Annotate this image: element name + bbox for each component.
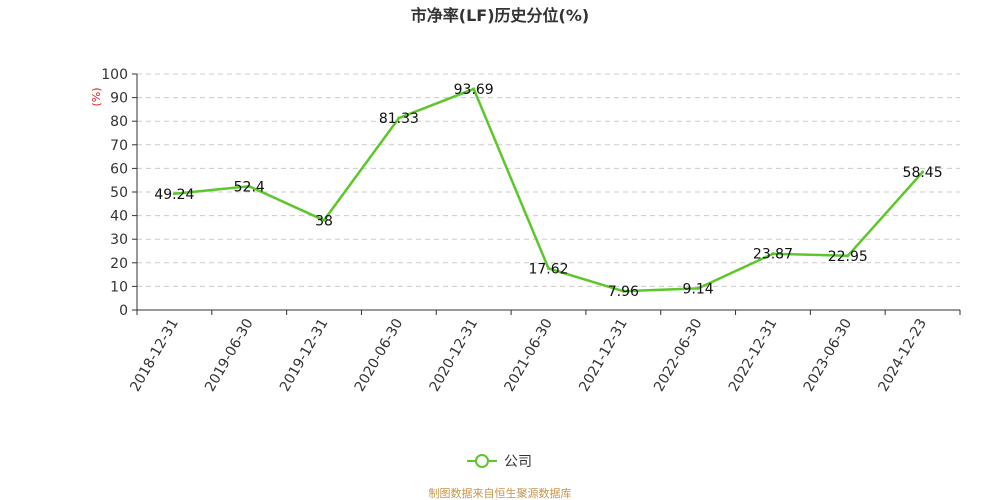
x-tick-label: 2018-12-31 <box>127 316 182 394</box>
data-point[interactable] <box>247 184 251 188</box>
x-tick-label: 2022-12-31 <box>726 316 781 394</box>
data-label: 22.95 <box>828 249 868 265</box>
x-axis-ticks: 2018-12-31 2019-06-30 2019-12-31 2020-06-30… <box>127 310 961 394</box>
data-label: 49.24 <box>154 187 194 203</box>
y-tick-label: 10 <box>110 279 128 295</box>
y-tick-label: 50 <box>110 185 128 201</box>
x-tick-label: 2024-12-23 <box>876 316 931 394</box>
chart-title: 市净率(LF)历史分位(%) <box>411 6 589 25</box>
y-tick-label: 100 <box>101 67 128 83</box>
data-point[interactable] <box>846 254 850 258</box>
series <box>172 87 925 293</box>
data-point[interactable] <box>172 192 176 196</box>
data-label: 23.87 <box>753 247 793 263</box>
y-tick-label: 30 <box>110 232 128 248</box>
data-label: 93.69 <box>454 82 494 98</box>
y-tick-label: 0 <box>119 303 128 319</box>
data-label: 38 <box>315 213 333 229</box>
data-point[interactable] <box>771 252 775 256</box>
x-tick-label: 2021-06-30 <box>501 316 556 394</box>
x-tick-label: 2021-12-31 <box>576 316 631 394</box>
data-labels: 49.24 52.4 38 81.33 93.69 17.62 7.96 9.14 23.87 2… <box>154 82 942 300</box>
y-axis-label: (%) <box>90 87 103 106</box>
x-tick-label: 2020-06-30 <box>352 316 407 394</box>
x-tick-label: 2019-12-31 <box>277 316 332 394</box>
y-axis-ticks: 0 10 20 30 40 50 60 70 80 90 100 <box>101 67 137 319</box>
data-point[interactable] <box>322 218 326 222</box>
data-label: 58.45 <box>903 165 943 181</box>
x-tick-label: 2019-06-30 <box>202 316 257 394</box>
y-tick-label: 70 <box>110 138 128 154</box>
y-tick-label: 90 <box>110 91 128 107</box>
legend-marker-icon <box>475 454 489 468</box>
x-tick-label: 2020-12-31 <box>427 316 482 394</box>
legend-label: 公司 <box>504 454 532 470</box>
data-point[interactable] <box>921 170 925 174</box>
data-point[interactable] <box>547 266 550 270</box>
y-tick-label: 80 <box>110 114 128 130</box>
data-point[interactable] <box>696 286 700 290</box>
x-tick-label: 2023-06-30 <box>801 316 856 394</box>
source-note: 制图数据来自恒生聚源数据库 <box>429 486 572 500</box>
y-tick-label: 20 <box>110 256 128 272</box>
legend[interactable]: 公司 <box>467 454 532 470</box>
data-label: 17.62 <box>528 261 568 277</box>
data-label: 9.14 <box>683 281 714 297</box>
data-label: 52.4 <box>234 179 265 195</box>
data-label: 7.96 <box>608 284 639 300</box>
x-tick-label: 2022-06-30 <box>651 316 706 394</box>
data-point[interactable] <box>397 116 401 120</box>
grid-lines <box>137 73 960 287</box>
y-tick-label: 40 <box>110 209 128 225</box>
y-tick-label: 60 <box>110 161 128 177</box>
data-point[interactable] <box>472 87 476 91</box>
data-point[interactable] <box>621 289 625 293</box>
data-label: 81.33 <box>379 111 419 127</box>
